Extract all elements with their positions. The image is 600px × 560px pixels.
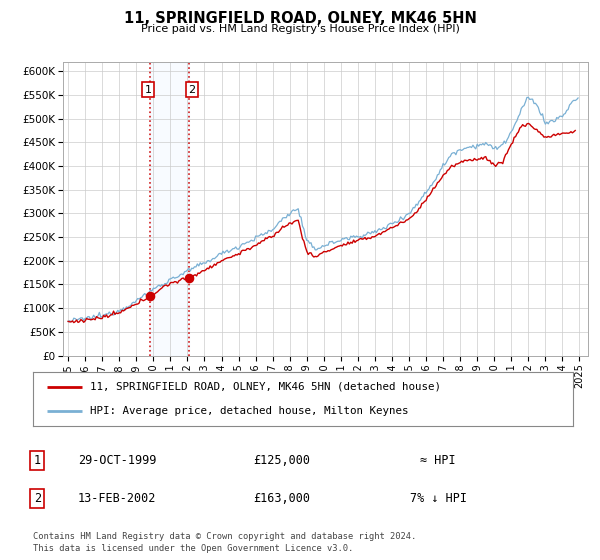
Text: 29-OCT-1999: 29-OCT-1999 [78,454,156,467]
Point [185,274,194,283]
Text: 11, SPRINGFIELD ROAD, OLNEY, MK46 5HN: 11, SPRINGFIELD ROAD, OLNEY, MK46 5HN [124,11,476,26]
Text: HPI: Average price, detached house, Milton Keynes: HPI: Average price, detached house, Milt… [90,406,408,416]
Point [146,292,155,301]
Text: £125,000: £125,000 [254,454,311,467]
Text: Price paid vs. HM Land Registry's House Price Index (HPI): Price paid vs. HM Land Registry's House … [140,24,460,34]
Text: Contains HM Land Registry data © Crown copyright and database right 2024.
This d: Contains HM Land Registry data © Crown c… [33,533,416,553]
Text: 2: 2 [34,492,41,505]
Text: 1: 1 [34,454,41,467]
Text: 11, SPRINGFIELD ROAD, OLNEY, MK46 5HN (detached house): 11, SPRINGFIELD ROAD, OLNEY, MK46 5HN (d… [90,382,440,392]
Text: 7% ↓ HPI: 7% ↓ HPI [409,492,467,505]
Text: 1: 1 [145,85,151,95]
Text: 13-FEB-2002: 13-FEB-2002 [78,492,156,505]
Text: ≈ HPI: ≈ HPI [420,454,456,467]
Text: 2: 2 [188,85,196,95]
Text: £163,000: £163,000 [254,492,311,505]
Bar [151,62,190,356]
